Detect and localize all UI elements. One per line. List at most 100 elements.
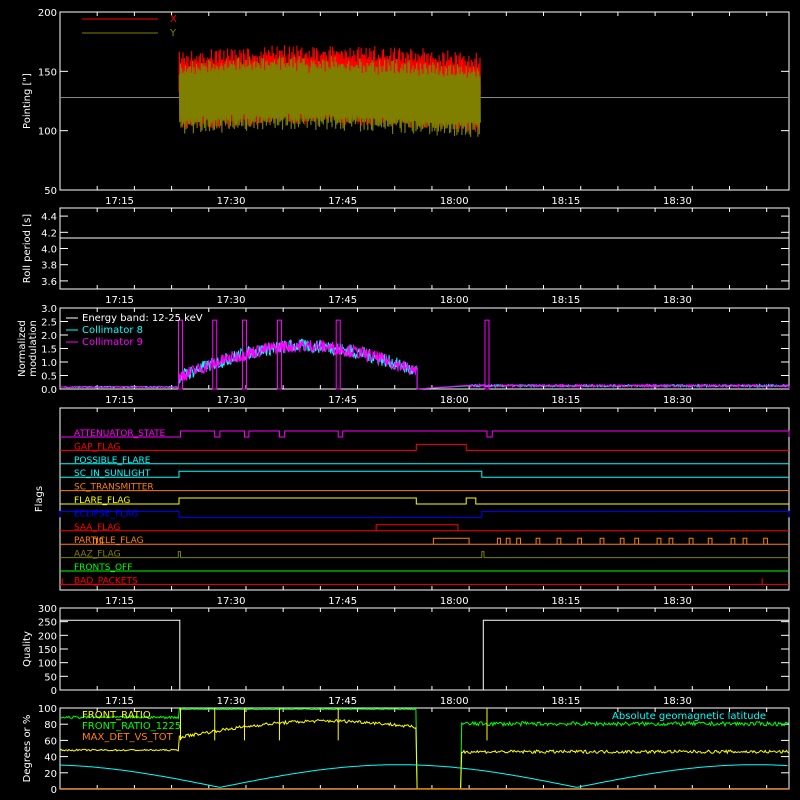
panel-roll-ytick-label: 4.0 [41,245,57,256]
panel-roll-ytick-label: 4.2 [41,228,57,239]
panel-modulation-ytick-label: 2.0 [41,331,57,342]
panel-roll-ytick-label: 3.8 [41,261,57,272]
legend-coll9-label: Collimator 9 [82,337,143,348]
panel-roll-xtick-label: 18:00 [440,295,469,306]
modulation-spike [335,319,341,390]
panel-pointing-xtick-label: 17:45 [328,196,357,207]
panel-modulation-xtick-label: 17:30 [217,395,246,406]
panel-roll-ylabel: Roll period [s] [22,214,33,283]
flag-trace [60,443,789,451]
panel-geomag-ytick-label: 100 [38,704,57,715]
panel-modulation-xtick-label: 18:15 [551,395,580,406]
panel-quality-xtick-label: 17:15 [105,696,134,707]
modulation-spike [178,319,184,390]
panel-modulation-ytick-label: 2.5 [41,318,57,329]
quality-trace [60,619,789,691]
panel-quality-ytick-label: 250 [38,618,57,629]
panel-pointing-ytick-label: 200 [38,8,57,19]
panel-roll-xtick-label: 17:30 [217,295,246,306]
panel-quality-ytick-label: 0 [51,686,57,697]
legend-front-ratio-1225: FRONT_RATIO_1225 [82,721,181,732]
panel-roll-ytick-label: 3.6 [41,277,57,288]
panel-geomag-ylabel: Degrees or % [22,715,33,783]
flag-label: BAD_PACKETS [74,576,138,586]
panel-pointing-xtick-label: 17:30 [217,196,246,207]
panel-quality-xtick-label: 17:30 [217,696,246,707]
panel-quality-ylabel: Quality [22,631,33,667]
panel-quality-ytick-label: 300 [38,604,57,615]
panel-flags-xtick-label: 17:15 [105,596,134,607]
panel-roll-xtick-label: 18:30 [663,295,692,306]
panel-quality-ytick-label: 50 [44,672,57,683]
panel-modulation-xtick-label: 18:00 [440,395,469,406]
modulation-series-1 [59,339,790,390]
panel-flags-xtick-label: 18:15 [551,596,580,607]
panel-quality-xtick-label: 18:00 [440,696,469,707]
panel-quality-ytick-label: 150 [38,645,57,656]
flag-label: ATTENUATOR_STATE [74,429,166,439]
flag-label: POSSIBLE_FLARE [74,456,151,466]
modulation-spike [484,319,490,390]
panel-pointing-ytick-label: 50 [44,186,57,197]
panel-pointing-frame [59,11,790,191]
flag-trace [60,497,789,505]
panel-pointing-xtick-label: 18:00 [440,196,469,207]
panel-modulation-xtick-label: 17:45 [328,395,357,406]
panel-geomag-ytick-label: 0 [51,785,57,796]
panel-modulation-ylabel: Normalized [17,320,28,377]
panel-flags-frame [59,407,790,591]
legend-geomag: Absolute geomagnetic latitude [612,711,766,722]
panel-quality-xtick-label: 18:15 [551,696,580,707]
legend-front-ratio: FRONT_RATIO [82,710,151,721]
panel-pointing-ylabel: Pointing ["] [22,73,33,129]
legend-y-label: Y [169,28,177,39]
panel-pointing-xtick-label: 17:15 [105,196,134,207]
panel-modulation-xtick-label: 17:15 [105,395,134,406]
modulation-spike [276,319,282,390]
legend-band-label: Energy band: 12-25 keV [82,313,203,324]
panel-flags-xtick-label: 18:00 [440,596,469,607]
flag-label: PARTICLE_FLAG [74,536,144,546]
panel-roll-xtick-label: 17:15 [105,295,134,306]
panel-modulation-ylabel: modulation [28,320,39,377]
panel-roll-ytick-label: 4.4 [41,212,57,223]
panel-geomag-ytick-label: 60 [44,736,57,747]
modulation-spike [212,319,218,390]
panel-pointing-ytick-label: 100 [38,127,57,138]
flag-label: SAA_FLAG [74,523,120,533]
panel-modulation-ytick-label: 1.5 [41,345,57,356]
geomag-latitude-trace [59,764,788,788]
flag-label: GAP_FLAG [74,442,120,452]
panel-pointing-xtick-label: 18:30 [663,196,692,207]
panel-quality-xtick-label: 17:45 [328,696,357,707]
panel-quality-ytick-label: 100 [38,659,57,670]
panel-flags-xtick-label: 17:45 [328,596,357,607]
panel-geomag-ytick-label: 80 [44,720,57,731]
legend-x-label: X [170,14,177,25]
panel-flags-ylabel: Flags [34,486,45,512]
panel-roll-xtick-label: 17:45 [328,295,357,306]
flag-trace [60,551,789,559]
panel-modulation-xtick-label: 18:30 [663,395,692,406]
flag-label: SC_IN_SUNLIGHT [74,469,151,479]
bad-packet-spikes [61,578,763,585]
panel-geomag-ytick-label: 20 [44,769,57,780]
flag-label: FLARE_FLAG [74,496,130,506]
flag-label: SC_TRANSMITTER [74,483,154,493]
modulation-spike [241,319,247,390]
particle-pulses [93,537,768,545]
panel-pointing-ytick-label: 150 [38,67,57,78]
flag-label: AAZ_FLAG [74,550,121,560]
legend-max-det: MAX_DET_VS_TOT [82,732,174,743]
panel-roll-xtick-label: 18:15 [551,295,580,306]
legend-coll8-label: Collimator 8 [82,325,143,336]
panel-modulation-ytick-label: 1.0 [41,358,57,369]
panel-quality-ytick-label: 200 [38,631,57,642]
panel-pointing-xtick-label: 18:15 [551,196,580,207]
flag-label: FRONTS_OFF [74,563,132,573]
flag-label: ECLIPSE_FLAG [74,509,138,519]
panel-geomag-ytick-label: 40 [44,753,57,764]
panel-modulation-ytick-label: 3.0 [41,304,57,315]
panel-modulation-ytick-label: 0.5 [41,372,57,383]
